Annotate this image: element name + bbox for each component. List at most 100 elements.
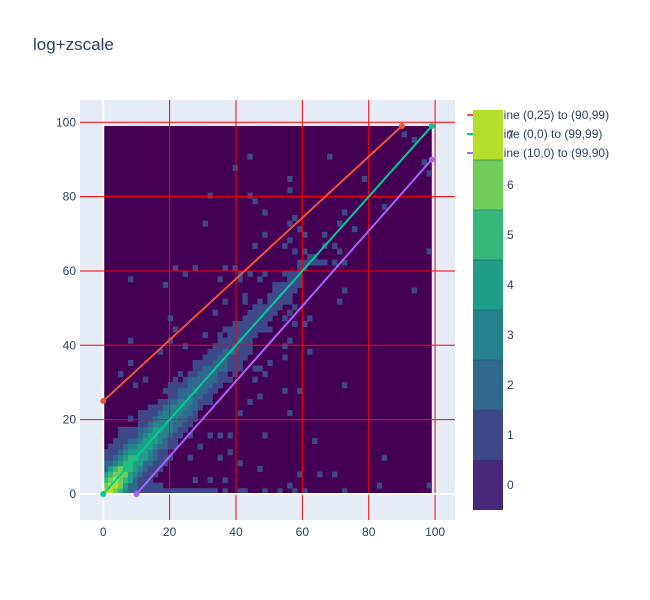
heatmap-cell — [317, 471, 323, 478]
heatmap-cell — [257, 326, 263, 333]
heatmap-cell — [117, 438, 124, 445]
heatmap-cell — [292, 248, 298, 255]
heatmap-cell — [252, 242, 258, 249]
heatmap-cell — [147, 426, 154, 433]
heatmap-cell — [202, 354, 208, 361]
series-point — [100, 490, 107, 497]
heatmap-cell — [112, 438, 119, 445]
heatmap-cell — [341, 259, 348, 266]
heatmap-cell — [127, 488, 134, 495]
heatmap-cell — [172, 404, 179, 411]
heatmap-cell — [426, 248, 432, 255]
heatmap-cell — [277, 304, 283, 311]
heatmap-cell — [162, 438, 169, 445]
heatmap-cell — [137, 460, 144, 467]
heatmap-cell — [282, 293, 288, 300]
heatmap-cell — [212, 371, 218, 378]
heatmap-cell — [322, 231, 328, 238]
heatmap-cell — [277, 488, 283, 495]
colorbar-tick-label: 1 — [507, 428, 514, 442]
heatmap-cell — [341, 488, 348, 495]
heatmap-cell — [172, 399, 179, 405]
heatmap-cell — [137, 443, 144, 450]
heatmap-cell — [187, 399, 194, 405]
heatmap-cell — [217, 454, 223, 461]
heatmap-cell — [232, 164, 238, 171]
heatmap-cell — [132, 449, 139, 456]
heatmap-cell — [152, 410, 159, 417]
heatmap-cell — [172, 488, 179, 495]
heatmap-cell — [192, 393, 199, 400]
heatmap-cell — [108, 488, 114, 495]
heatmap-cell — [192, 376, 199, 383]
heatmap-cell — [297, 226, 303, 233]
heatmap-cell — [167, 382, 174, 389]
heatmap-cell — [172, 376, 179, 383]
heatmap-cell — [182, 404, 189, 411]
heatmap-cell — [292, 270, 298, 277]
heatmap-cell — [172, 443, 179, 450]
heatmap-cell — [252, 332, 258, 339]
heatmap-cell — [187, 387, 194, 394]
heatmap-cell — [137, 465, 144, 472]
heatmap-cell — [312, 259, 318, 266]
heatmap-cell — [257, 320, 263, 327]
colorbar-tick-label: 0 — [507, 478, 514, 492]
y-tick-label: 40 — [63, 338, 77, 352]
colorbar: 0 1 2 3 4 5 6 7 — [473, 110, 514, 510]
heatmap-cell — [172, 393, 179, 400]
heatmap-cell — [247, 337, 253, 344]
heatmap-cell — [112, 460, 119, 467]
heatmap-cell — [332, 259, 338, 266]
heatmap-cell — [336, 298, 343, 305]
heatmap-cell — [117, 443, 124, 450]
heatmap-cell — [292, 488, 298, 495]
heatmap-cell — [162, 415, 169, 422]
heatmap-cell — [132, 471, 139, 478]
series-line — [102, 125, 403, 402]
heatmap-cell — [197, 387, 203, 394]
heatmap-cell — [217, 354, 223, 361]
heatmap-cell — [207, 382, 213, 389]
heatmap-cell — [157, 421, 164, 428]
heatmap-cell — [137, 426, 144, 433]
heatmap-cell — [132, 382, 139, 389]
heatmap-cell — [222, 343, 228, 350]
heatmap-cell — [257, 309, 263, 316]
heatmap-cell — [282, 281, 288, 288]
heatmap-cell — [217, 365, 223, 372]
heatmap-cell — [182, 488, 189, 495]
heatmap-cell — [252, 376, 258, 383]
heatmap-cell — [103, 477, 109, 484]
heatmap-cell — [142, 477, 149, 484]
heatmap-cell — [117, 488, 124, 495]
heatmap-cell — [207, 376, 213, 383]
heatmap-cell — [247, 348, 253, 355]
heatmap-cell — [192, 265, 199, 272]
heatmap-cell — [167, 410, 174, 417]
heatmap-cell — [108, 443, 114, 450]
heatmap-cell — [207, 354, 213, 361]
heatmap-cell — [172, 265, 179, 272]
heatmap-cell — [117, 465, 124, 472]
heatmap-cell — [117, 482, 124, 489]
heatmap-cell — [142, 465, 149, 472]
heatmap-cell — [262, 304, 268, 311]
heatmap-cell — [157, 432, 164, 439]
heatmap-cell — [157, 460, 164, 467]
heatmap-cell — [336, 248, 343, 255]
heatmap-cell — [237, 359, 243, 366]
heatmap-cell — [147, 421, 154, 428]
legend: line (0,25) to (90,99) line (0,0) to (99,… — [467, 108, 609, 160]
heatmap-cell — [147, 432, 154, 439]
heatmap-cell — [152, 415, 159, 422]
heatmap-cell — [172, 421, 179, 428]
heatmap-cell — [108, 471, 114, 478]
heatmap-cell — [207, 477, 213, 484]
heatmap-cell — [157, 438, 164, 445]
heatmap-cell — [287, 298, 293, 305]
heatmap-cell — [152, 465, 159, 472]
heatmap-cell — [282, 354, 288, 361]
heatmap-cell — [137, 471, 144, 478]
heatmap-cell — [127, 426, 134, 433]
